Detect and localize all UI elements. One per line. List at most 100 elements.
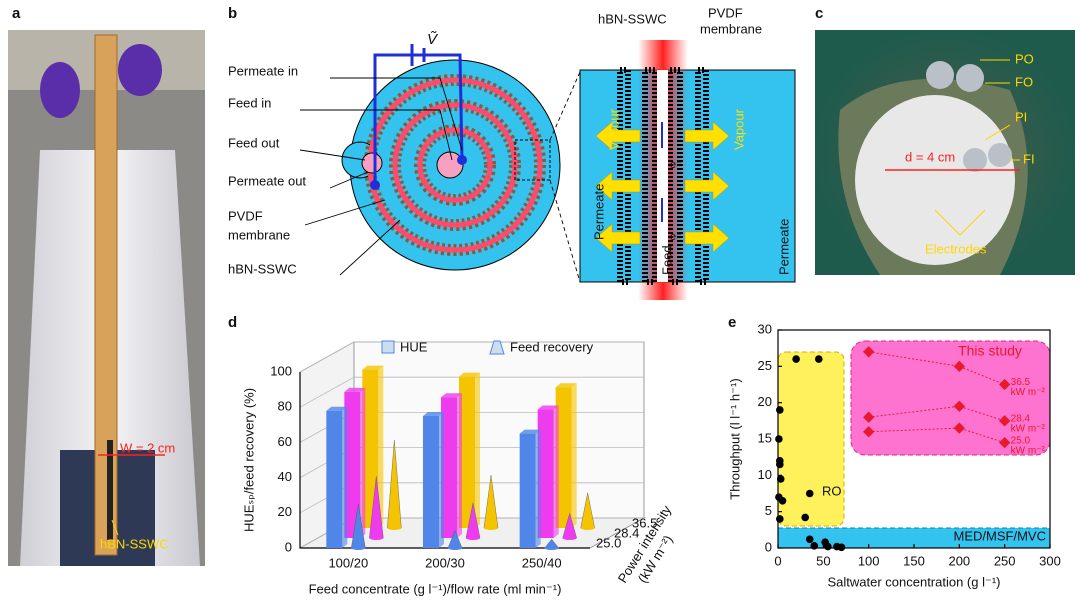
cone-base [448,546,462,550]
point [792,355,800,363]
x-axis-label: Feed concentrate (g l⁻¹)/flow rate (ml m… [309,581,562,596]
series-label: 28.4 [1011,413,1031,424]
bar-top [326,406,348,411]
bar-side [535,429,541,548]
x-tick-label: 0 [774,553,781,568]
port-label: PO [1015,51,1034,66]
cone-base [466,536,480,540]
port-label: Permeate out [228,173,306,188]
diamond [863,346,875,358]
point [805,489,814,498]
y-tick-label: 20 [278,504,292,519]
inset [579,40,796,300]
membrane-label: PVDF [228,208,263,223]
hbn-label: hBN-SSWC [228,261,297,276]
bar [326,410,343,548]
bar-side [475,372,480,528]
bar-top [441,393,462,398]
region-ro [777,351,845,527]
panel-label: c [815,5,823,22]
diameter-label: d = 4 cm [905,149,955,164]
feed-label: Feed [659,245,674,275]
diamond [863,426,875,438]
y-tick-label: 0 [285,539,292,554]
cone-base [562,536,577,540]
y-tick-label: 30 [758,321,772,336]
cone-base [351,546,366,550]
point [776,460,784,469]
cone-base [544,546,559,550]
diamond [953,400,965,412]
diamond [999,436,1011,449]
point [821,538,829,546]
y-axis-label: Throughput (l l⁻¹ h⁻¹) [727,378,742,499]
region-label: RO [822,483,842,498]
port-label: FO [1015,74,1033,89]
diamond [953,360,965,372]
photo-a [8,30,205,566]
point [815,355,823,363]
bar-side [342,406,348,548]
x-axis-label: Saltwater concentration (g l⁻¹) [827,574,1000,589]
point [837,543,846,552]
y-tick-label: 25 [758,358,772,373]
electron-label: e⁻ [670,159,682,171]
y-tick-label: 80 [278,399,292,414]
point [776,515,784,523]
vapour-label: Vapour [606,108,621,150]
x-tick-label: 250 [994,553,1016,568]
port-label: Permeate in [228,63,298,78]
point [810,542,819,550]
bar-side [553,405,559,538]
bar-side [457,393,462,538]
point [775,435,783,443]
x-tick-label: 100 [858,553,880,568]
material-label: hBN-SSWC [100,536,169,551]
y-axis-label: HUEₛₚ/feed recovery (%) [241,388,256,532]
port-label: FI [1023,151,1035,166]
y-tick-label: 5 [765,503,772,518]
port-label: PI [1015,109,1027,124]
bar [344,391,361,538]
x-tick-label: 250/40 [522,555,562,570]
permeate-label: Permeate [776,219,791,275]
x-tick-label: 200 [948,553,970,568]
y-tick-label: 15 [758,430,772,445]
bar-side [360,387,366,538]
bar [459,376,475,528]
diamond [953,422,965,434]
point [776,406,784,414]
bar [537,409,554,538]
z-tick-label: 36.5 [632,515,657,530]
panel-label: a [12,5,21,22]
diamond [999,378,1011,391]
cone-base [484,526,498,530]
x-tick-label: 300 [1039,553,1061,568]
x-tick-label: 150 [903,553,925,568]
permeate-label: Permeate [591,184,606,240]
bar-side [378,365,384,528]
y-tick-label: 40 [278,469,292,484]
panel-label: e [728,314,736,331]
bar-top [344,387,366,392]
z-tick-label: 25.0 [596,535,621,550]
electron-label: e⁻ [670,231,682,243]
legend-label: Feed recovery [510,339,594,354]
legend-label: HUE [400,339,428,354]
point [801,513,809,522]
cone-base [580,526,595,530]
y-tick-label: 0 [765,539,772,554]
inset-hbn: hBN-SSWC [598,11,667,26]
y-tick-label: 20 [758,394,772,409]
bar [441,397,457,538]
port-label: Feed in [228,95,271,110]
series-label: 25.0 [1011,435,1031,446]
spiral [299,44,581,283]
point [778,496,787,505]
legend-icon [489,340,505,355]
series-line [868,351,1005,385]
bar [519,433,536,548]
x-tick-label: 100/20 [328,555,368,570]
